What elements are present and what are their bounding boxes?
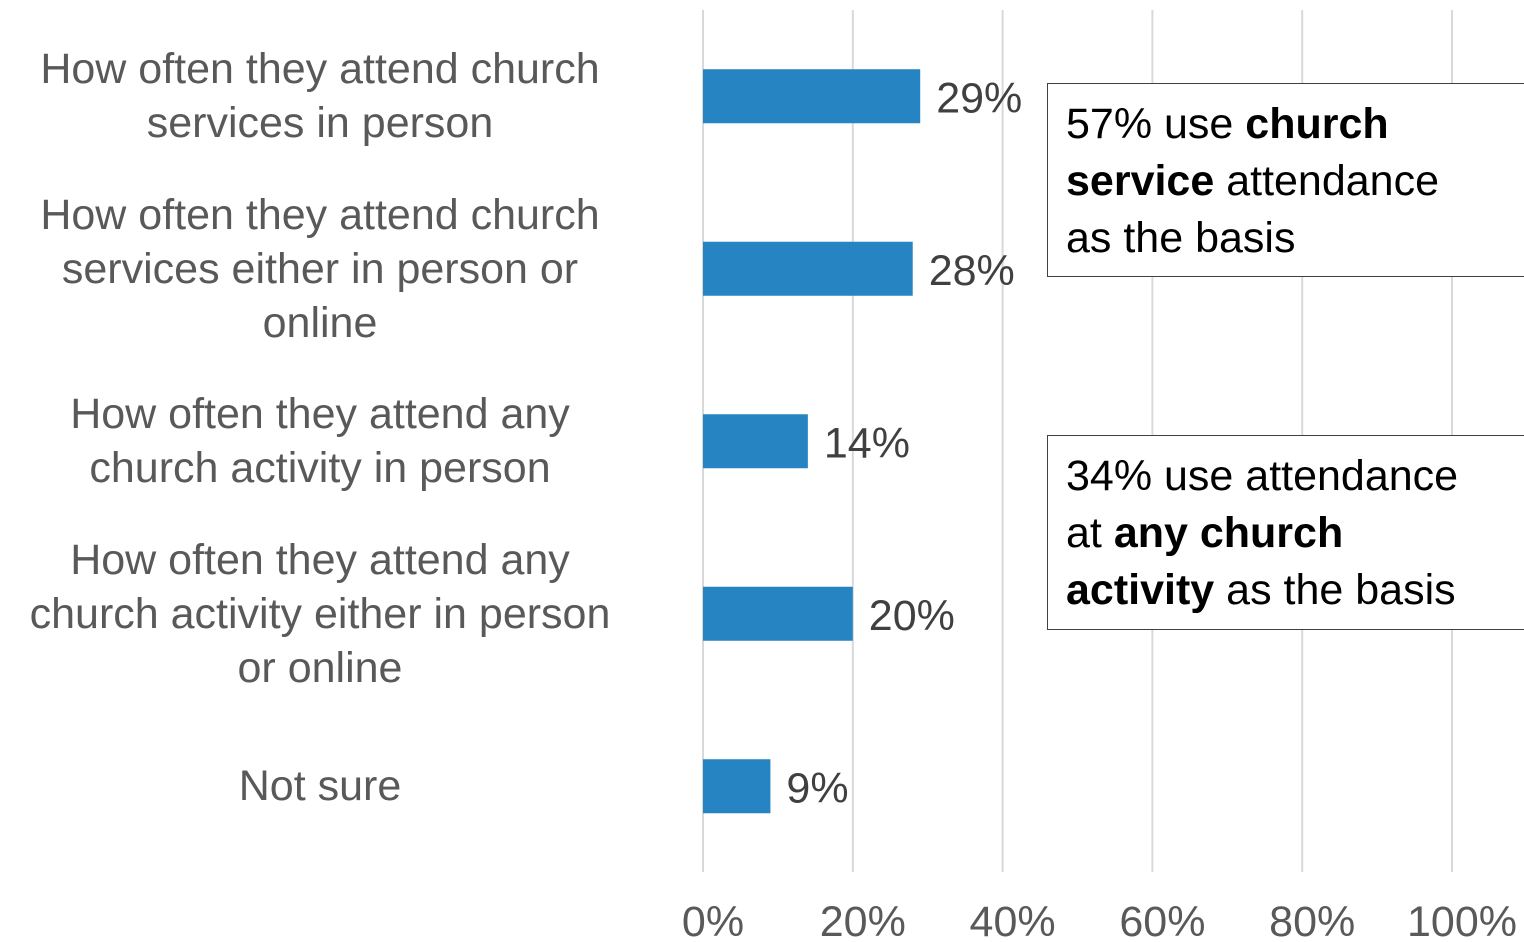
x-tick-label-60: 60% [1119,898,1205,942]
x-tick-label-100: 100% [1407,898,1517,942]
data-label-0: 29% [936,74,1022,122]
data-label-1: 28% [929,247,1015,295]
bar-2 [703,414,808,469]
bar-3 [703,586,853,641]
bar-4 [703,759,771,814]
data-label-2: 14% [824,419,910,467]
category-label-0: How often they attend church services in… [40,45,600,148]
category-label-1: How often they attend church services ei… [40,190,600,347]
bar-0 [703,69,921,124]
x-tick-label-20: 20% [820,898,906,942]
category-label-3: How often they attend any church activit… [29,535,611,692]
data-label-3: 20% [869,592,955,640]
bars [703,69,921,814]
category-label-2: How often they attend any church activit… [70,390,570,493]
annotation-any-church-activity: 34% use attendance at any church activity … [1047,435,1524,630]
x-tick-label-40: 40% [970,898,1056,942]
x-tick-label-0: 0% [682,898,744,942]
x-tick-label-80: 80% [1269,898,1355,942]
data-labels: 29% 28% 14% 20% 9% [786,74,1022,812]
x-axis-tick-labels: 0% 20% 40% 60% 80% 100% [682,898,1517,942]
annotation-church-service: 57% use church service attendance as the b… [1047,83,1524,277]
data-label-4: 9% [786,764,848,812]
category-label-4: Not sure [238,762,402,811]
bar-1 [703,241,913,296]
